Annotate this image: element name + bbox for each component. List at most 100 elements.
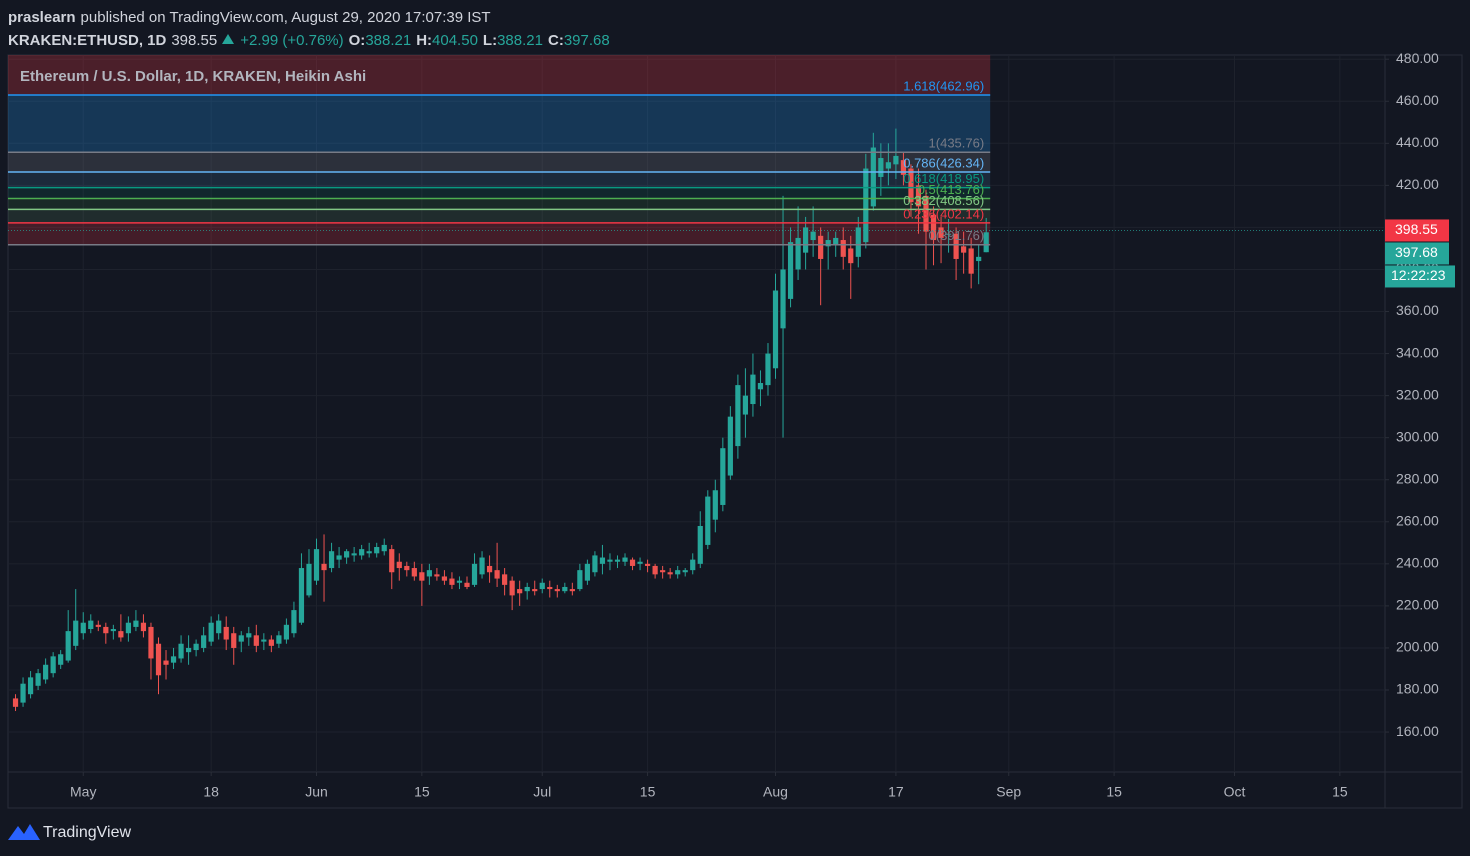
- candle-body: [238, 635, 244, 642]
- candle-body: [283, 624, 290, 640]
- candle-body: [58, 654, 64, 665]
- close-label: 397.68: [1395, 244, 1438, 260]
- candle-body: [441, 576, 448, 581]
- fib-label: 1(435.76): [929, 136, 985, 151]
- candle-body: [870, 147, 876, 207]
- x-tick-label: 15: [414, 784, 430, 800]
- x-tick-label: 15: [1106, 784, 1122, 800]
- candle-body: [705, 496, 711, 545]
- x-tick-label: 18: [203, 784, 219, 800]
- candle-body: [915, 185, 922, 207]
- candle-body: [945, 233, 952, 235]
- candle-body: [103, 626, 109, 634]
- x-tick-label: Sep: [996, 784, 1021, 800]
- y-tick-label: 240.00: [1396, 555, 1439, 571]
- y-tick-label: 480.00: [1396, 50, 1439, 66]
- candle-body: [80, 622, 86, 634]
- x-tick-label: Jul: [533, 784, 551, 800]
- header: praslearn published on TradingView.com, A…: [8, 6, 610, 52]
- candle-body: [434, 574, 440, 577]
- fib-zone: [8, 209, 991, 223]
- ohlc: O:388.21 H:404.50 L:388.21 C:397.68: [344, 32, 610, 49]
- ohlc-key: O:: [348, 32, 366, 49]
- symbol-line: KRAKEN:ETHUSD, 1D 398.55 +2.99 (+0.76%) O:3…: [8, 29, 610, 52]
- candle-body: [201, 635, 207, 648]
- candle-body: [787, 242, 794, 299]
- fib-zone: [8, 55, 991, 96]
- price: 398.55: [171, 32, 218, 49]
- candle-body: [95, 624, 101, 627]
- y-tick-label: 340.00: [1396, 344, 1439, 360]
- candle-body: [855, 227, 861, 257]
- candle-body: [742, 395, 749, 415]
- candle-body: [223, 626, 229, 640]
- candle-body: [163, 660, 169, 665]
- candle-body: [208, 622, 214, 642]
- candle-body: [772, 290, 779, 369]
- candle-body: [840, 240, 846, 257]
- candle-body: [381, 544, 387, 552]
- candle-body: [148, 626, 154, 659]
- x-tick-label: 17: [888, 784, 904, 800]
- change: +2.99 (+0.76%): [240, 32, 344, 49]
- candle-body: [185, 647, 192, 653]
- candle-body: [577, 570, 583, 590]
- candle-body: [584, 563, 590, 581]
- candle-body: [554, 589, 560, 592]
- ohlc-value: 397.68: [563, 32, 610, 49]
- x-tick-label: Oct: [1224, 784, 1246, 800]
- candle-body: [426, 570, 432, 577]
- candle-body: [818, 235, 824, 259]
- candle-body: [539, 582, 545, 590]
- candle-body: [562, 586, 568, 592]
- candle-body: [321, 563, 327, 571]
- brand: TradingView: [43, 824, 131, 841]
- chart-frame: [7, 54, 1463, 809]
- candle-body: [464, 582, 470, 587]
- candle-body: [20, 683, 26, 703]
- candle-body: [374, 547, 380, 554]
- candle-body: [833, 237, 839, 245]
- chart-title: Ethereum / U.S. Dollar, 1D, KRAKEN, Heik…: [20, 68, 366, 85]
- candle-body: [246, 633, 252, 638]
- ohlc-value: 388.21: [497, 32, 543, 49]
- candle-body: [517, 589, 523, 594]
- candle-body: [486, 565, 493, 573]
- candle-body: [216, 620, 222, 634]
- countdown-box: [1385, 265, 1455, 288]
- candle-body: [750, 374, 756, 405]
- ohlc-key: H:: [416, 32, 433, 49]
- symbol: KRAKEN:ETHUSD, 1D: [8, 32, 167, 49]
- candle-body: [675, 570, 681, 575]
- candle-body: [660, 570, 666, 573]
- candle-body: [961, 246, 967, 253]
- y-tick-label: 420.00: [1396, 176, 1439, 192]
- candle-body: [509, 580, 515, 596]
- fib-label: 0.382(408.56): [903, 193, 984, 208]
- candle-body: [65, 631, 71, 661]
- candle-body: [291, 610, 297, 634]
- x-tick-label: May: [70, 784, 96, 800]
- y-tick-label: 320.00: [1396, 386, 1439, 402]
- candle-body: [983, 232, 989, 253]
- publish-line: praslearn published on TradingView.com, A…: [8, 6, 610, 29]
- candle-body: [690, 559, 696, 571]
- fib-label: 0(391.76): [929, 228, 985, 243]
- candle-body: [170, 656, 177, 663]
- ohlc-value: 388.21: [365, 32, 412, 49]
- candle-body: [404, 565, 410, 571]
- candle-body: [396, 561, 402, 569]
- candle-body: [667, 572, 673, 575]
- close-box: [1385, 242, 1449, 265]
- candle-body: [938, 227, 944, 238]
- candle-body: [449, 578, 455, 585]
- logo[interactable]: TradingView: [8, 824, 131, 841]
- candle-body: [893, 155, 899, 165]
- y-tick-label: 200.00: [1396, 639, 1439, 655]
- fib-label: 0.236(402.14): [903, 206, 984, 221]
- y-tick-label: 300.00: [1396, 428, 1439, 444]
- fib-zone: [8, 222, 991, 245]
- candle-body: [231, 633, 237, 648]
- candle-body: [411, 568, 417, 577]
